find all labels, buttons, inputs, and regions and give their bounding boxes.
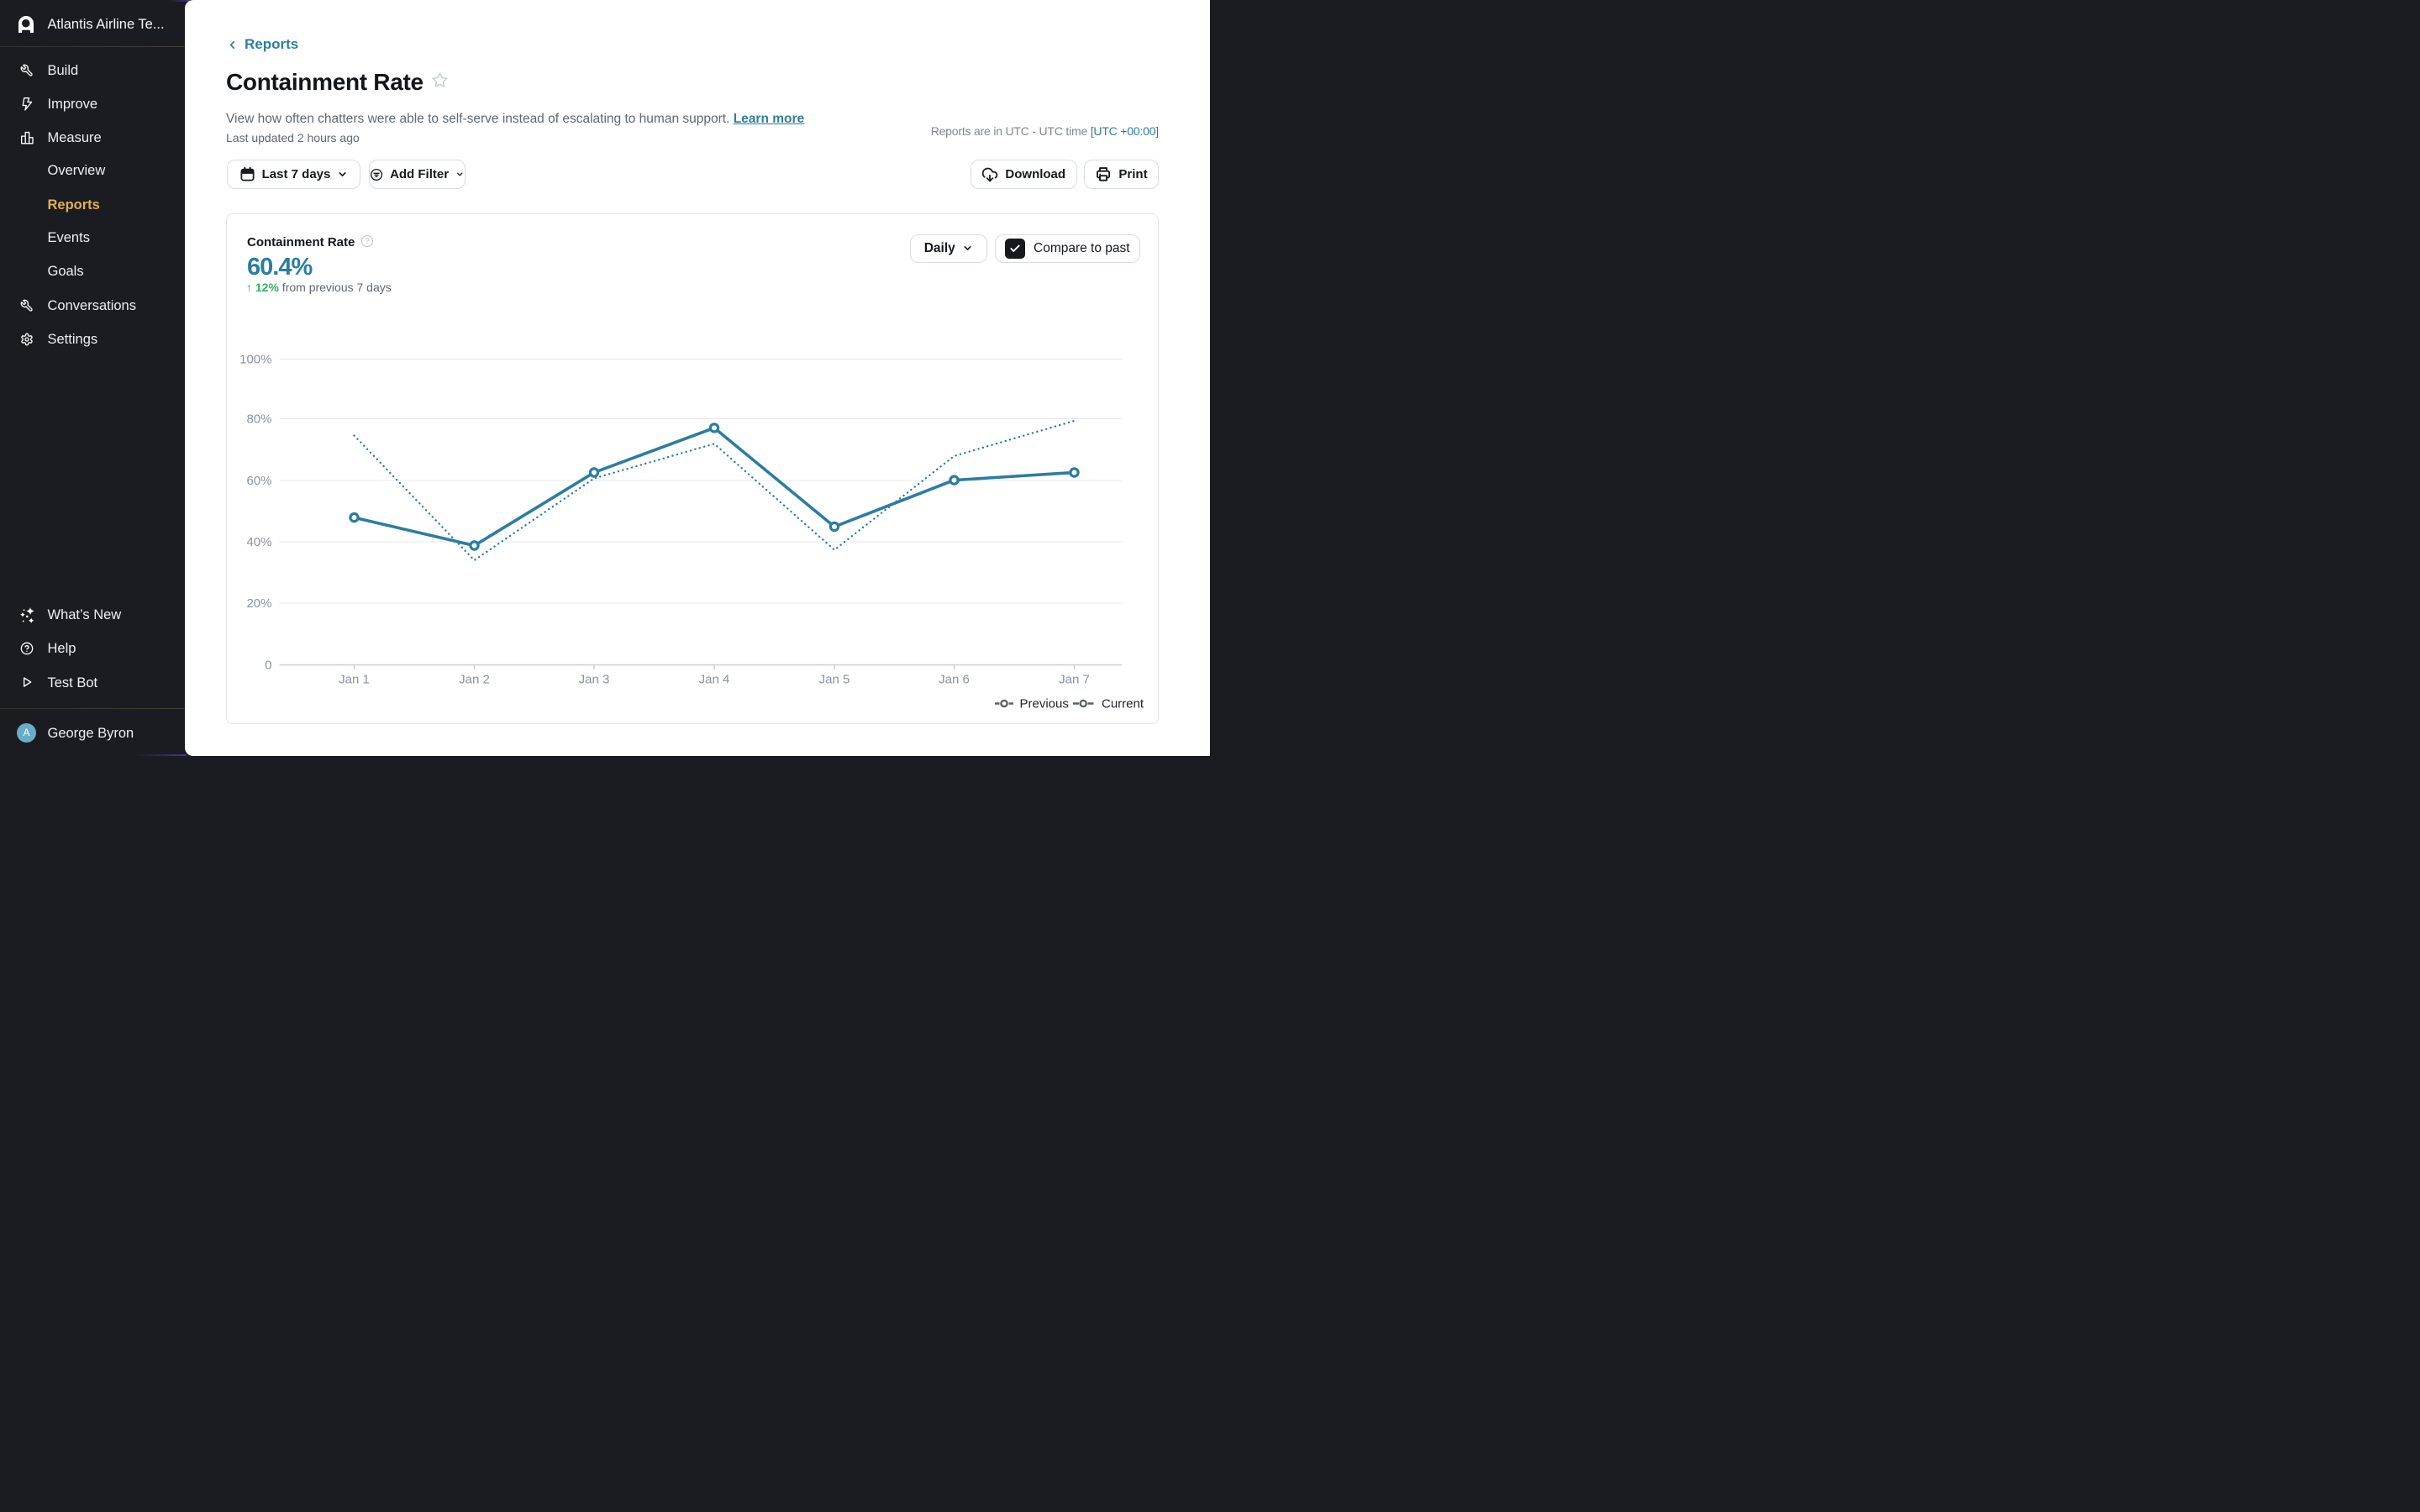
svg-text:Jan 2: Jan 2 (459, 672, 490, 686)
svg-text:40%: 40% (246, 535, 271, 549)
svg-text:Jan 3: Jan 3 (579, 672, 610, 686)
svg-text:Jan 7: Jan 7 (1059, 672, 1090, 686)
svg-text:20%: 20% (246, 596, 271, 611)
svg-text:Current: Current (1102, 696, 1144, 711)
svg-text:80%: 80% (246, 412, 271, 426)
svg-text:0: 0 (265, 658, 271, 672)
svg-text:Jan 1: Jan 1 (339, 672, 370, 686)
svg-text:Jan 4: Jan 4 (699, 672, 730, 686)
svg-text:Jan 6: Jan 6 (939, 672, 970, 686)
svg-text:Previous: Previous (1020, 696, 1069, 711)
svg-text:Jan 5: Jan 5 (819, 672, 850, 686)
svg-text:100%: 100% (239, 352, 271, 366)
svg-text:60%: 60% (246, 474, 271, 488)
